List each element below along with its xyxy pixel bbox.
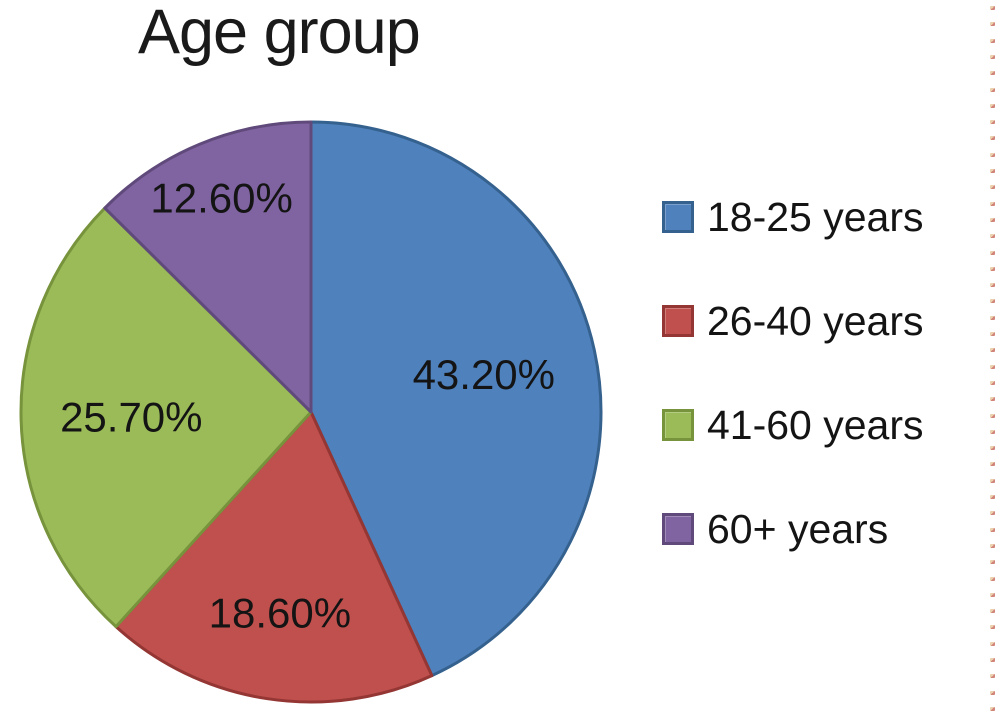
- page-edge-mark: [990, 674, 995, 679]
- page-edge-mark: [990, 429, 995, 434]
- pie-slice-41-60-years: [19, 206, 313, 629]
- page-edge-mark: [990, 234, 995, 239]
- page-edge-mark: [990, 217, 995, 222]
- page-edge-mark: [990, 592, 995, 597]
- page-edge-mark: [990, 576, 995, 581]
- page-edge-mark: [990, 266, 995, 271]
- data-label-26-40-years: 18.60%: [209, 589, 351, 636]
- data-label-18-25-years: 43.20%: [413, 351, 555, 398]
- page-edge-mark: [990, 6, 995, 10]
- pie-chart: 43.20% 18.60% 25.70% 12.60%: [19, 120, 603, 704]
- page-edge-mark: [990, 22, 995, 27]
- page-edge-mark: [990, 38, 995, 43]
- pie-slice-26-40-years: [114, 410, 434, 704]
- page-edge-mark: [990, 446, 995, 451]
- page-edge-mark: [990, 511, 995, 516]
- page-edge-mark: [990, 348, 995, 353]
- legend-item-60-years: 60+ years: [662, 508, 924, 550]
- page-edge-mark: [990, 413, 995, 418]
- page-edge-mark: [990, 185, 995, 190]
- chart-legend: 18-25 years 26-40 years 41-60 years 60+ yea…: [662, 196, 924, 612]
- legend-item-18-25-years: 18-25 years: [662, 196, 924, 238]
- data-label-60-years: 12.60%: [150, 175, 292, 222]
- legend-item-26-40-years: 26-40 years: [662, 300, 924, 342]
- legend-swatch-18-25-years: [662, 201, 694, 233]
- legend-label: 60+ years: [707, 505, 889, 552]
- page-edge-mark: [990, 332, 995, 336]
- legend-swatch-26-40-years: [662, 305, 694, 337]
- page-edge-mark: [990, 103, 995, 108]
- page-edge-mark: [990, 462, 995, 467]
- page-edge-marks: [990, 0, 998, 714]
- page-edge-mark: [990, 54, 995, 59]
- page-edge-mark: [990, 201, 995, 206]
- legend-item-41-60-years: 41-60 years: [662, 404, 924, 446]
- page-edge-mark: [990, 87, 995, 92]
- page-edge-mark: [990, 71, 995, 76]
- page-edge-mark: [990, 315, 995, 320]
- legend-swatch-60-years: [662, 513, 694, 545]
- legend-swatch-41-60-years: [662, 409, 694, 441]
- page-edge-mark: [990, 543, 995, 548]
- data-label-41-60-years: 25.70%: [60, 394, 202, 441]
- pie-slice-18-25-years: [309, 120, 603, 678]
- page-edge-mark: [990, 136, 995, 141]
- page-edge-mark: [990, 250, 995, 255]
- page-edge-mark: [990, 380, 995, 385]
- page-edge-mark: [990, 120, 995, 125]
- page-edge-mark: [990, 527, 995, 532]
- page-edge-mark: [990, 397, 995, 402]
- page-edge-mark: [990, 478, 995, 483]
- page-edge-mark: [990, 283, 995, 288]
- page-edge-mark: [990, 706, 995, 711]
- legend-label: 26-40 years: [707, 297, 924, 344]
- page-edge-mark: [990, 641, 995, 646]
- page-edge-mark: [990, 560, 995, 565]
- page-edge-mark: [990, 364, 995, 369]
- page-edge-mark: [990, 495, 995, 499]
- pie-slice-60-years: [103, 120, 313, 414]
- page-edge-mark: [990, 152, 995, 157]
- legend-label: 41-60 years: [707, 401, 924, 448]
- chart-title: Age group: [138, 0, 421, 67]
- legend-label: 18-25 years: [707, 193, 924, 240]
- page-edge-mark: [990, 169, 995, 173]
- page-edge-mark: [990, 658, 995, 662]
- page-edge-mark: [990, 609, 995, 614]
- page-edge-mark: [990, 625, 995, 630]
- page-edge-mark: [990, 690, 995, 695]
- page-edge-mark: [990, 299, 995, 304]
